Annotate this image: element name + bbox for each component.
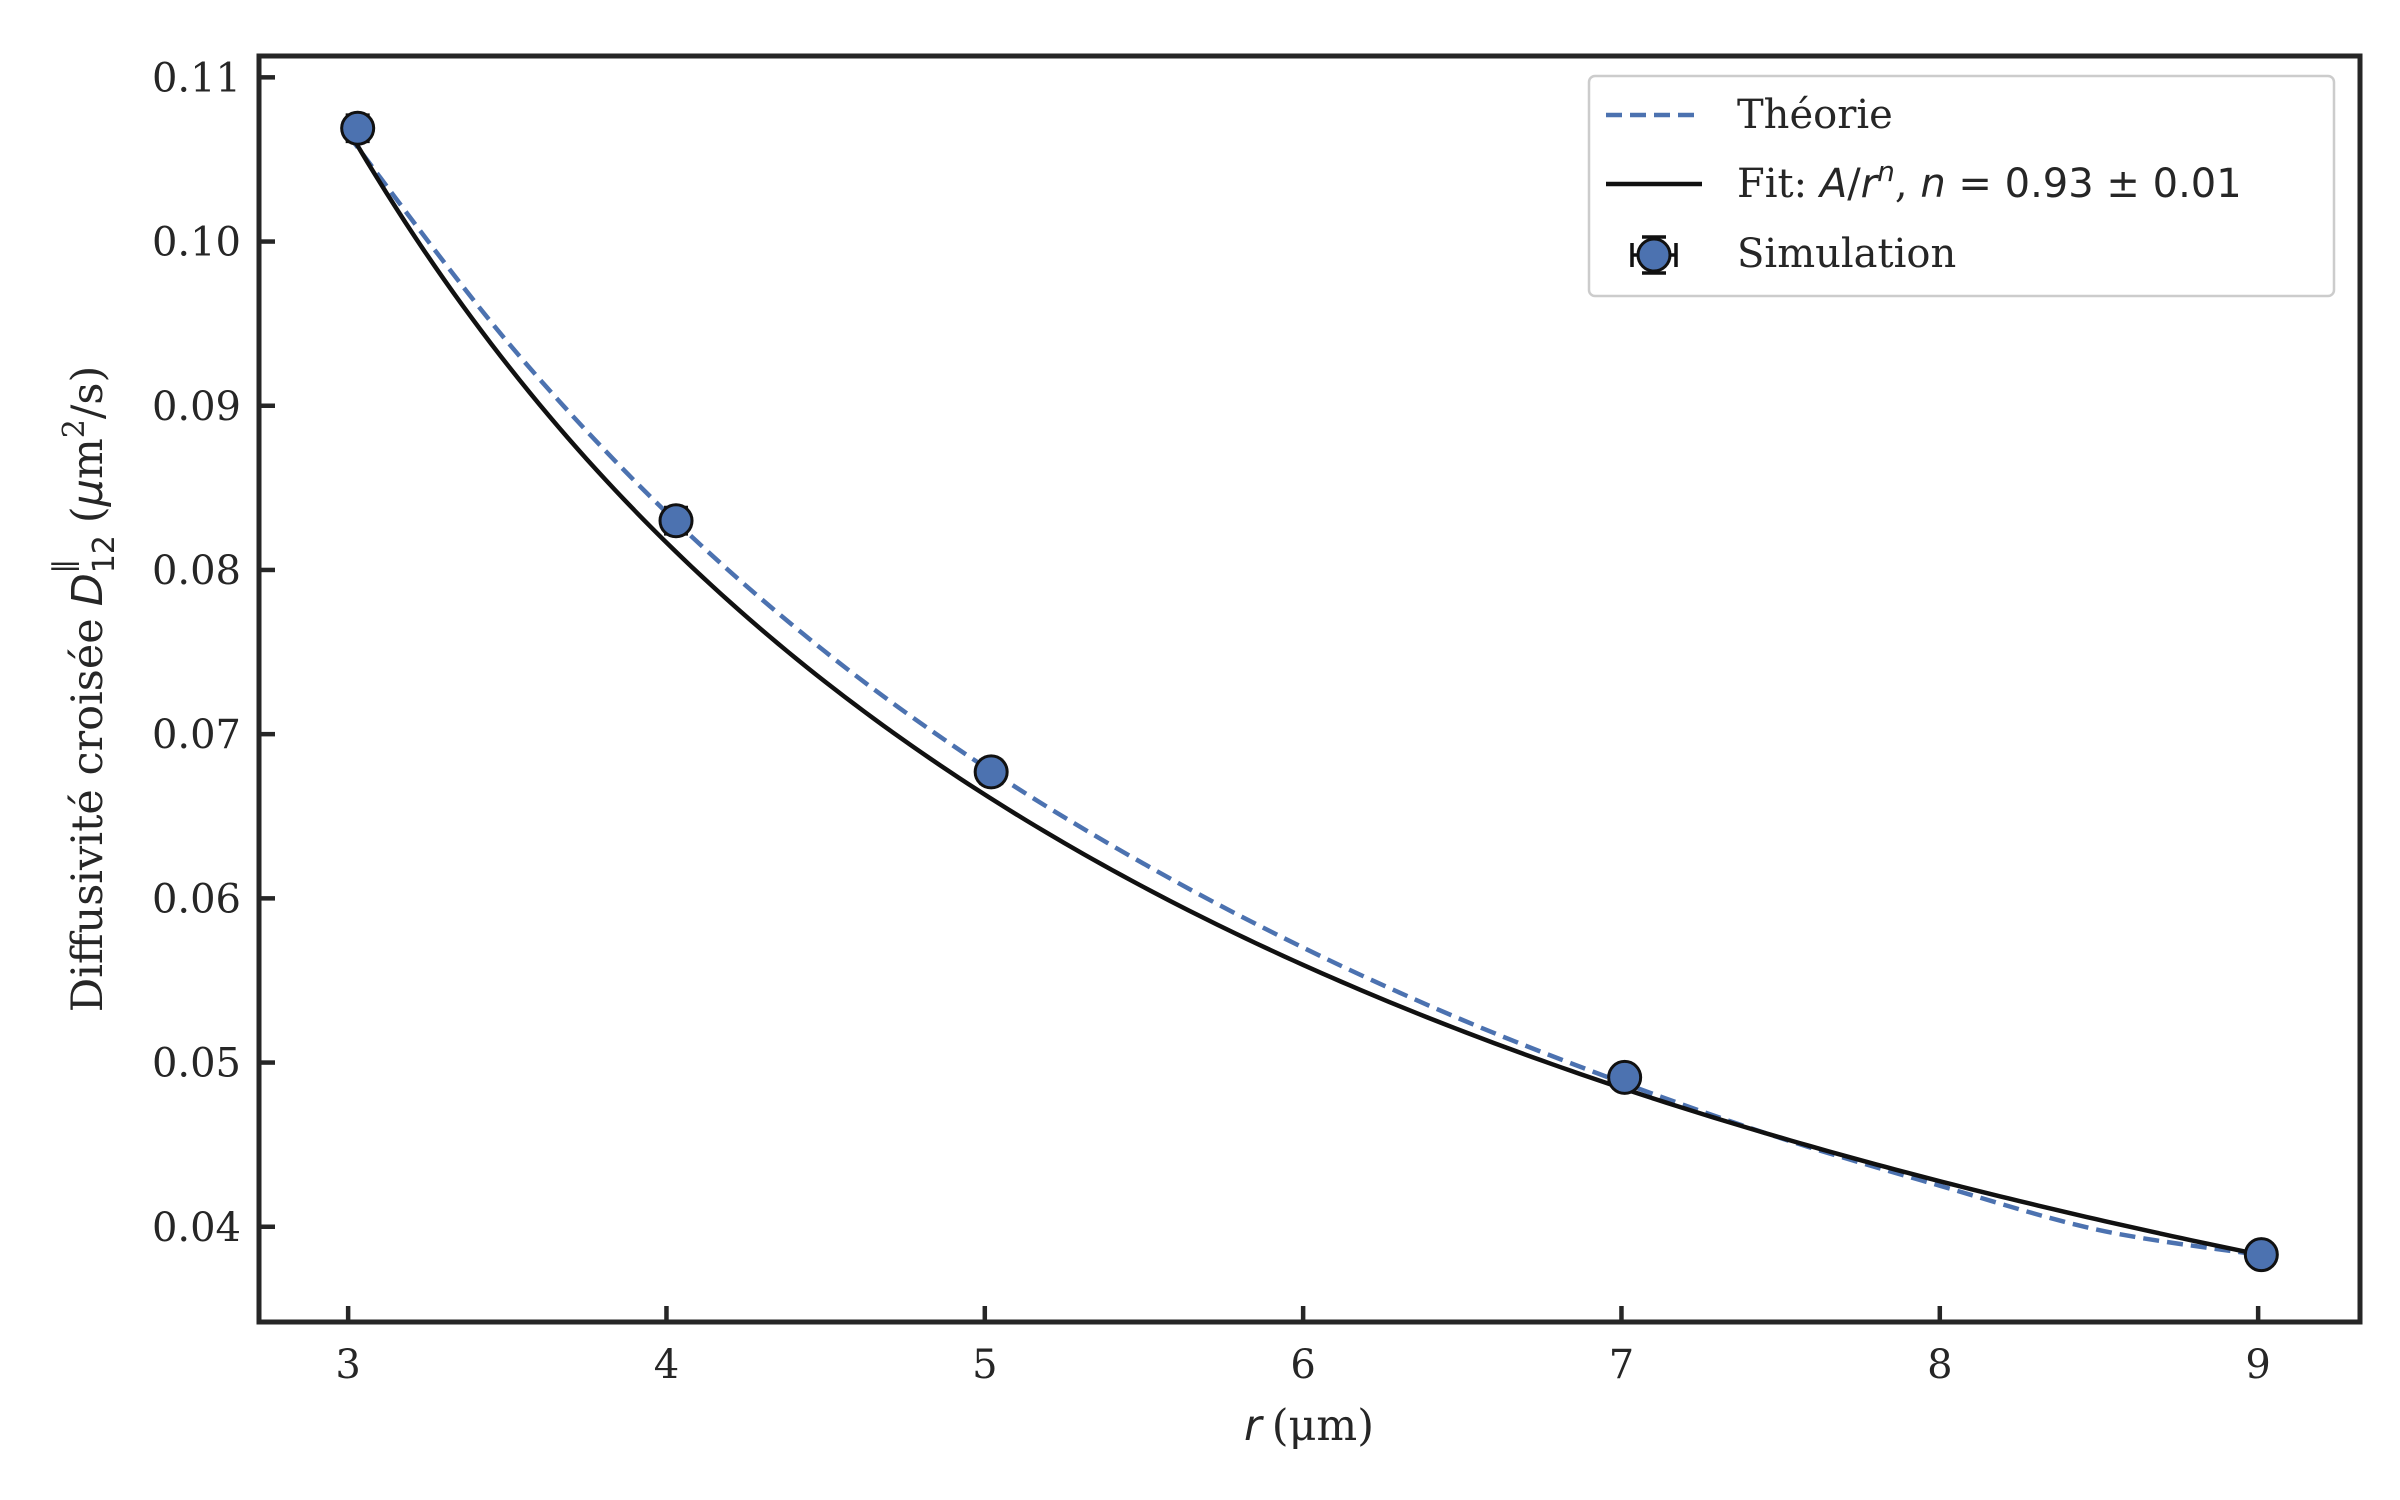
series-layer <box>346 128 2259 1257</box>
simulation-point <box>658 503 694 539</box>
x-axis-var: r <box>1244 1401 1264 1451</box>
y-tick-label: 0.06 <box>152 876 241 922</box>
legend-label-fit: Fit: A/rn, n = 0.93 ± 0.01 <box>1737 155 2242 207</box>
x-tick-label: 4 <box>654 1342 679 1388</box>
simulation-point <box>973 754 1009 790</box>
x-tick-label: 8 <box>1927 1342 1952 1388</box>
simulation-marker <box>340 110 376 146</box>
y-tick-label: 0.08 <box>152 548 241 594</box>
x-tick-label: 9 <box>2245 1342 2270 1388</box>
y-tick-label: 0.09 <box>152 384 241 430</box>
y-axis-var: D <box>63 573 113 606</box>
y-axis-unit-sq: 2 <box>57 419 92 438</box>
y-axis-unit-close: /s) <box>63 366 113 419</box>
y-axis-unit-m: m <box>63 438 113 479</box>
y-tick-label: 0.04 <box>152 1205 241 1251</box>
x-tick-label: 3 <box>335 1342 360 1388</box>
marker-layer <box>340 110 2279 1273</box>
y-tick-label: 0.05 <box>152 1041 241 1087</box>
legend: Théorie Fit: A/rn, n = 0.93 ± 0.01 Simul… <box>1587 74 2336 298</box>
y-tick-label: 0.10 <box>152 220 241 266</box>
simulation-point <box>340 110 376 146</box>
y-axis-label: Diffusivité croisée D∥ 12 (μm2/s) <box>49 366 122 1013</box>
y-tick-label: 0.07 <box>152 712 241 758</box>
y-axis-ticks: 0.04 0.05 0.06 0.07 0.08 0.09 0.10 0.11 <box>152 55 275 1251</box>
series-theorie-line <box>346 133 2259 1257</box>
legend-box <box>1587 74 2336 298</box>
simulation-marker <box>973 754 1009 790</box>
x-tick-label: 6 <box>1290 1342 1315 1388</box>
y-axis-unit-mu: μ <box>63 479 113 507</box>
simulation-marker <box>1607 1059 1643 1095</box>
legend-swatch-simulation <box>1630 235 1678 275</box>
y-axis-unit-open: ( <box>63 506 113 523</box>
y-axis-sub: 12 <box>87 535 122 573</box>
x-axis-label: r (μm) <box>1244 1401 1374 1451</box>
y-tick-label: 0.11 <box>152 55 241 101</box>
simulation-marker <box>658 503 694 539</box>
simulation-point <box>2243 1237 2279 1273</box>
y-axis-sup: ∥ <box>49 559 84 573</box>
legend-label-theorie: Théorie <box>1737 92 1893 138</box>
x-axis-unit: (μm) <box>1272 1401 1374 1451</box>
simulation-point <box>1607 1059 1643 1095</box>
x-tick-label: 7 <box>1609 1342 1634 1388</box>
x-axis-ticks: 3 4 5 6 7 8 9 <box>335 1306 2271 1388</box>
legend-label-simulation: Simulation <box>1737 231 1956 277</box>
series-fit-line <box>346 128 2259 1257</box>
y-axis-prefix: Diffusivité croisée <box>63 618 113 1012</box>
x-tick-label: 5 <box>972 1342 997 1388</box>
axes-frame <box>256 53 2363 1325</box>
simulation-marker <box>2243 1237 2279 1273</box>
